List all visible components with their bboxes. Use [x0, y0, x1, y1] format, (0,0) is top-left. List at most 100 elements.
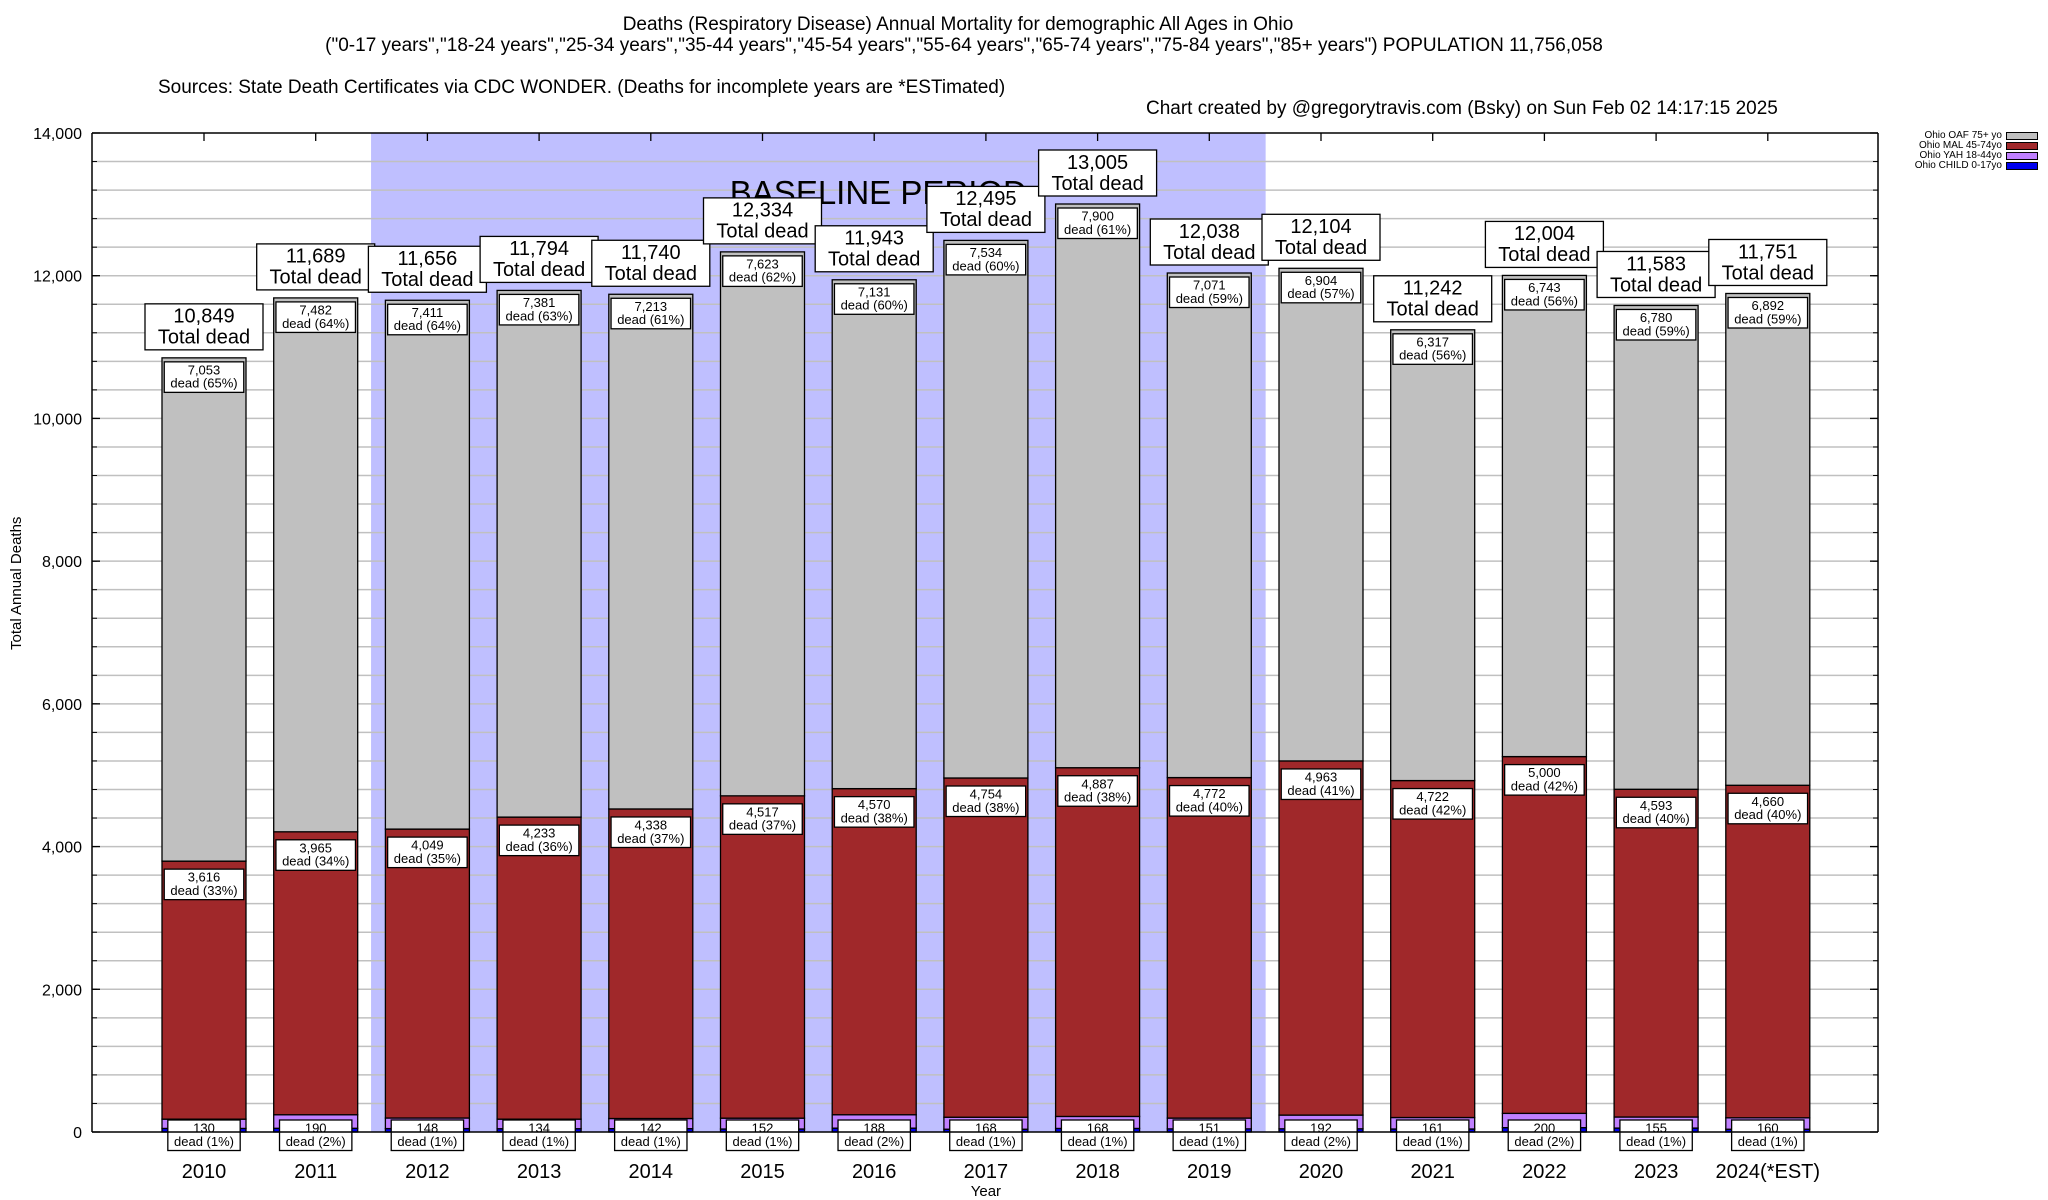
total-data-label-box: [702, 197, 823, 245]
oaf-data-label: dead (59%): [1734, 311, 1801, 326]
x-tick-label: 2019: [1187, 1161, 1232, 1183]
x-tick-label: 2024(*EST): [1716, 1161, 1821, 1183]
yah-data-label-box: [1395, 1119, 1470, 1152]
yah-data-label: dead (1%): [509, 1134, 569, 1149]
mal-data-label-box: [1504, 763, 1585, 796]
total-data-label-box: [926, 185, 1046, 234]
oaf-data-label: dead (60%): [841, 298, 908, 313]
bar-segment-ohio-oaf-75-yo: [1390, 329, 1476, 782]
total-data-label: 11,943: [844, 228, 904, 250]
total-data-label-box: [144, 303, 264, 351]
legend-item-yah: Ohio YAH 18-44yo: [1880, 151, 2038, 161]
mal-data-label: 3,965: [299, 840, 332, 855]
yah-data-label: dead (1%): [174, 1134, 234, 1149]
total-data-label: Total dead: [828, 249, 920, 271]
oaf-data-label: 7,623: [746, 256, 779, 271]
oaf-data-label-box: [163, 361, 245, 394]
yah-data-label: dead (2%): [844, 1134, 904, 1149]
total-data-label-box: [814, 225, 934, 273]
mal-data-label: 4,570: [858, 797, 891, 812]
total-data-label: Total dead: [940, 209, 1032, 231]
yah-data-label: dead (2%): [1514, 1134, 1574, 1149]
total-data-label: 10,849: [173, 306, 234, 328]
oaf-data-label: dead (59%): [1622, 323, 1689, 338]
total-data-label-box: [1373, 275, 1493, 323]
yah-data-label-box: [1284, 1119, 1358, 1152]
bar-segment-ohio-mal-45-74yo: [831, 787, 917, 1116]
total-data-label: Total dead: [1163, 242, 1255, 264]
bar-segment-ohio-oaf-75-yo: [608, 293, 694, 810]
legend-swatch: [2006, 152, 2038, 160]
mal-data-label: 4,772: [1193, 786, 1226, 801]
oaf-data-label-box: [1392, 333, 1474, 365]
x-tick-label: 2014: [629, 1161, 674, 1183]
bar-segment-ohio-oaf-75-yo: [1725, 292, 1811, 786]
bar-segment-ohio-mal-45-74yo: [608, 808, 694, 1120]
x-tick-label: 2022: [1522, 1161, 1567, 1183]
yah-data-label-box: [1060, 1119, 1135, 1152]
mal-data-label: dead (37%): [729, 818, 796, 833]
oaf-data-label: dead (63%): [505, 308, 572, 323]
mal-data-label: dead (40%): [1622, 811, 1689, 826]
oaf-data-label: dead (62%): [729, 270, 796, 285]
total-data-label: Total dead: [1051, 173, 1143, 195]
bar-segment-ohio-mal-45-74yo: [1166, 776, 1252, 1119]
oaf-data-label-box: [1057, 207, 1138, 240]
mal-data-label-box: [722, 803, 803, 836]
total-data-label-box: [1037, 149, 1158, 197]
bar-segment-ohio-oaf-75-yo: [161, 357, 247, 862]
y-tick-label: 14,000: [33, 126, 82, 143]
yah-data-label-box: [949, 1119, 1023, 1152]
oaf-data-label-box: [1615, 308, 1697, 341]
total-data-label: 13,005: [1067, 152, 1128, 174]
total-data-label: Total dead: [1498, 244, 1590, 266]
total-data-label: 12,004: [1514, 223, 1575, 245]
bar-segment-ohio-mal-45-74yo: [1054, 767, 1141, 1118]
yah-data-label: dead (1%): [956, 1134, 1016, 1149]
oaf-data-label-box: [275, 301, 357, 334]
mal-data-label: dead (38%): [841, 810, 908, 825]
legend-swatch: [2006, 132, 2038, 140]
legend-item-oaf: Ohio OAF 75+ yo: [1880, 131, 2038, 141]
yah-data-label-box: [1730, 1119, 1805, 1152]
oaf-data-label: dead (64%): [282, 316, 349, 331]
mal-data-label: dead (34%): [282, 854, 349, 869]
oaf-data-label: dead (56%): [1399, 348, 1466, 363]
total-data-label: 11,583: [1626, 253, 1686, 275]
total-data-label: 12,038: [1179, 221, 1240, 243]
x-axis-label: Year: [971, 1183, 1001, 1200]
legend-label: Ohio CHILD 0-17yo: [1914, 160, 2002, 171]
mal-data-label: dead (42%): [1511, 778, 1578, 793]
chart-sources-line: Sources: State Death Certificates via CD…: [0, 56, 2048, 119]
legend-item-mal: Ohio MAL 45-74yo: [1880, 141, 2038, 151]
yah-data-label-box: [278, 1119, 353, 1152]
total-data-label: Total dead: [270, 267, 362, 289]
y-tick-label: 4,000: [42, 840, 82, 857]
oaf-data-label: dead (61%): [1064, 222, 1131, 237]
total-data-label-box: [591, 239, 711, 287]
yah-data-label-box: [613, 1119, 688, 1152]
total-data-label: 11,794: [509, 238, 569, 260]
oaf-data-label-box: [1280, 271, 1362, 304]
mal-data-label-box: [163, 868, 245, 901]
bar-segment-ohio-mal-45-74yo: [719, 795, 806, 1119]
yah-data-label: dead (1%): [1179, 1134, 1239, 1149]
total-data-label: 11,242: [1403, 278, 1463, 300]
yah-data-label: dead (2%): [286, 1134, 346, 1149]
legend-swatch: [2006, 142, 2038, 150]
total-data-label: Total dead: [1722, 262, 1814, 284]
oaf-data-label: 6,904: [1305, 273, 1338, 288]
oaf-data-label-box: [945, 243, 1027, 276]
bar-segment-ohio-oaf-75-yo: [943, 239, 1029, 779]
mal-data-label-box: [498, 824, 580, 857]
mal-data-label: 4,517: [746, 804, 779, 819]
mal-data-label: dead (40%): [1734, 807, 1801, 822]
bar-segment-ohio-oaf-75-yo: [1501, 274, 1588, 758]
bar-segment-ohio-mal-45-74yo: [1390, 779, 1476, 1119]
mal-data-label-box: [1280, 768, 1362, 801]
yah-data-label: dead (1%): [1738, 1134, 1798, 1149]
oaf-data-label: dead (61%): [617, 312, 684, 327]
yah-data-label-box: [502, 1119, 576, 1152]
total-data-label-box: [367, 245, 488, 293]
bar-segment-ohio-oaf-75-yo: [719, 251, 806, 797]
